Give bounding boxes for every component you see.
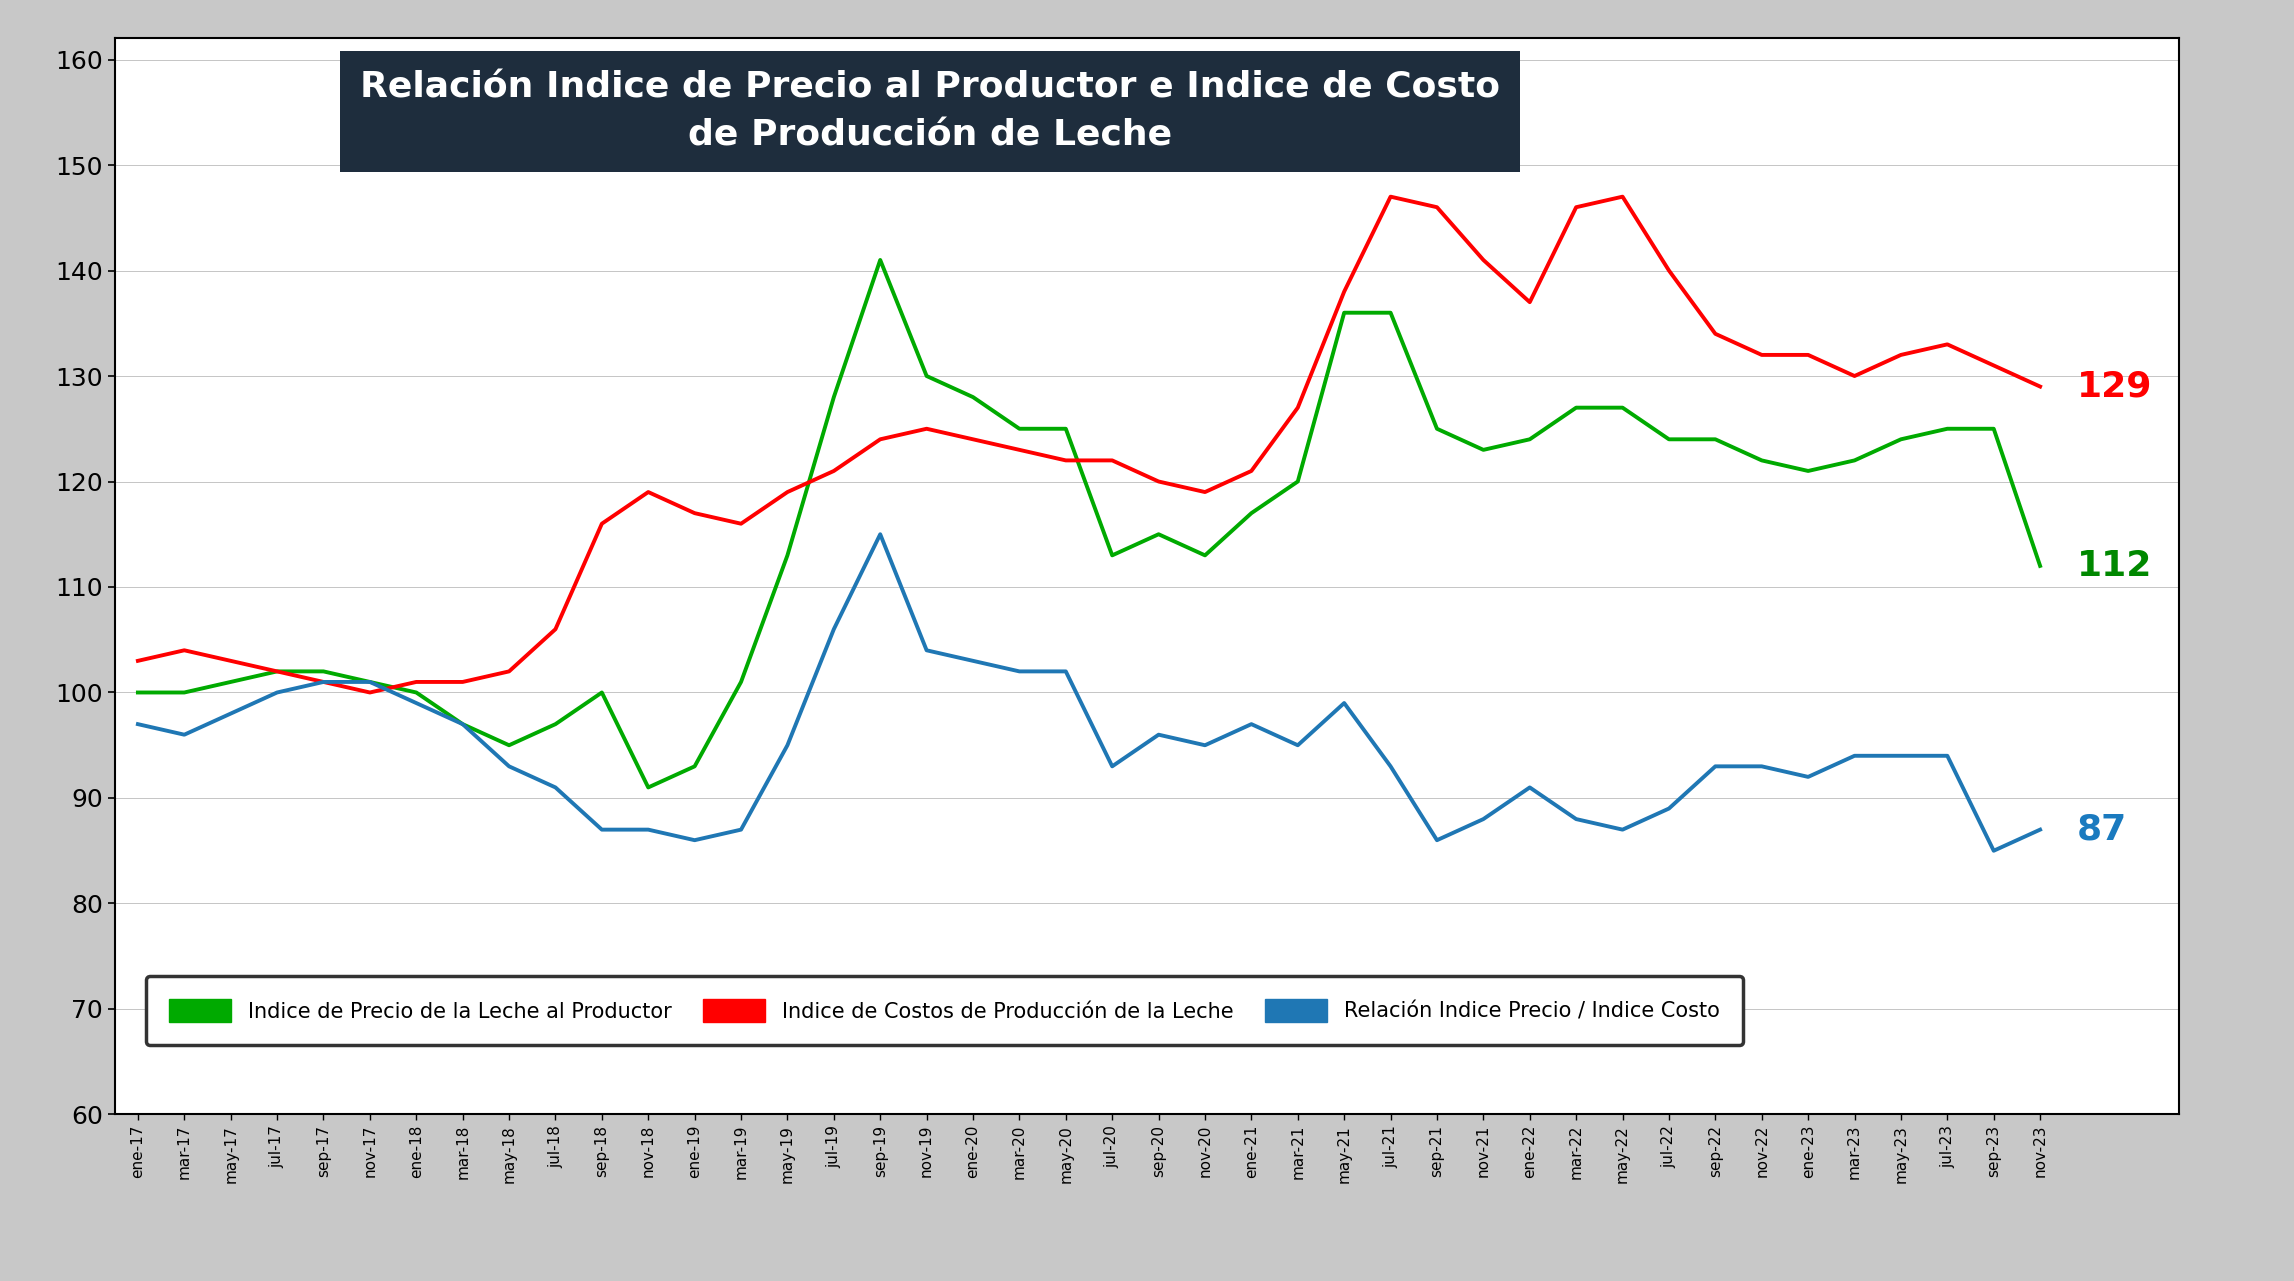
Text: 87: 87 xyxy=(2078,812,2127,847)
Text: 112: 112 xyxy=(2078,548,2152,583)
Text: Relación Indice de Precio al Productor e Indice de Costo
de Producción de Leche: Relación Indice de Precio al Productor e… xyxy=(360,70,1500,152)
Text: 129: 129 xyxy=(2078,369,2152,404)
Legend: Indice de Precio de la Leche al Productor, Indice de Costos de Producción de la : Indice de Precio de la Leche al Producto… xyxy=(147,976,1743,1045)
